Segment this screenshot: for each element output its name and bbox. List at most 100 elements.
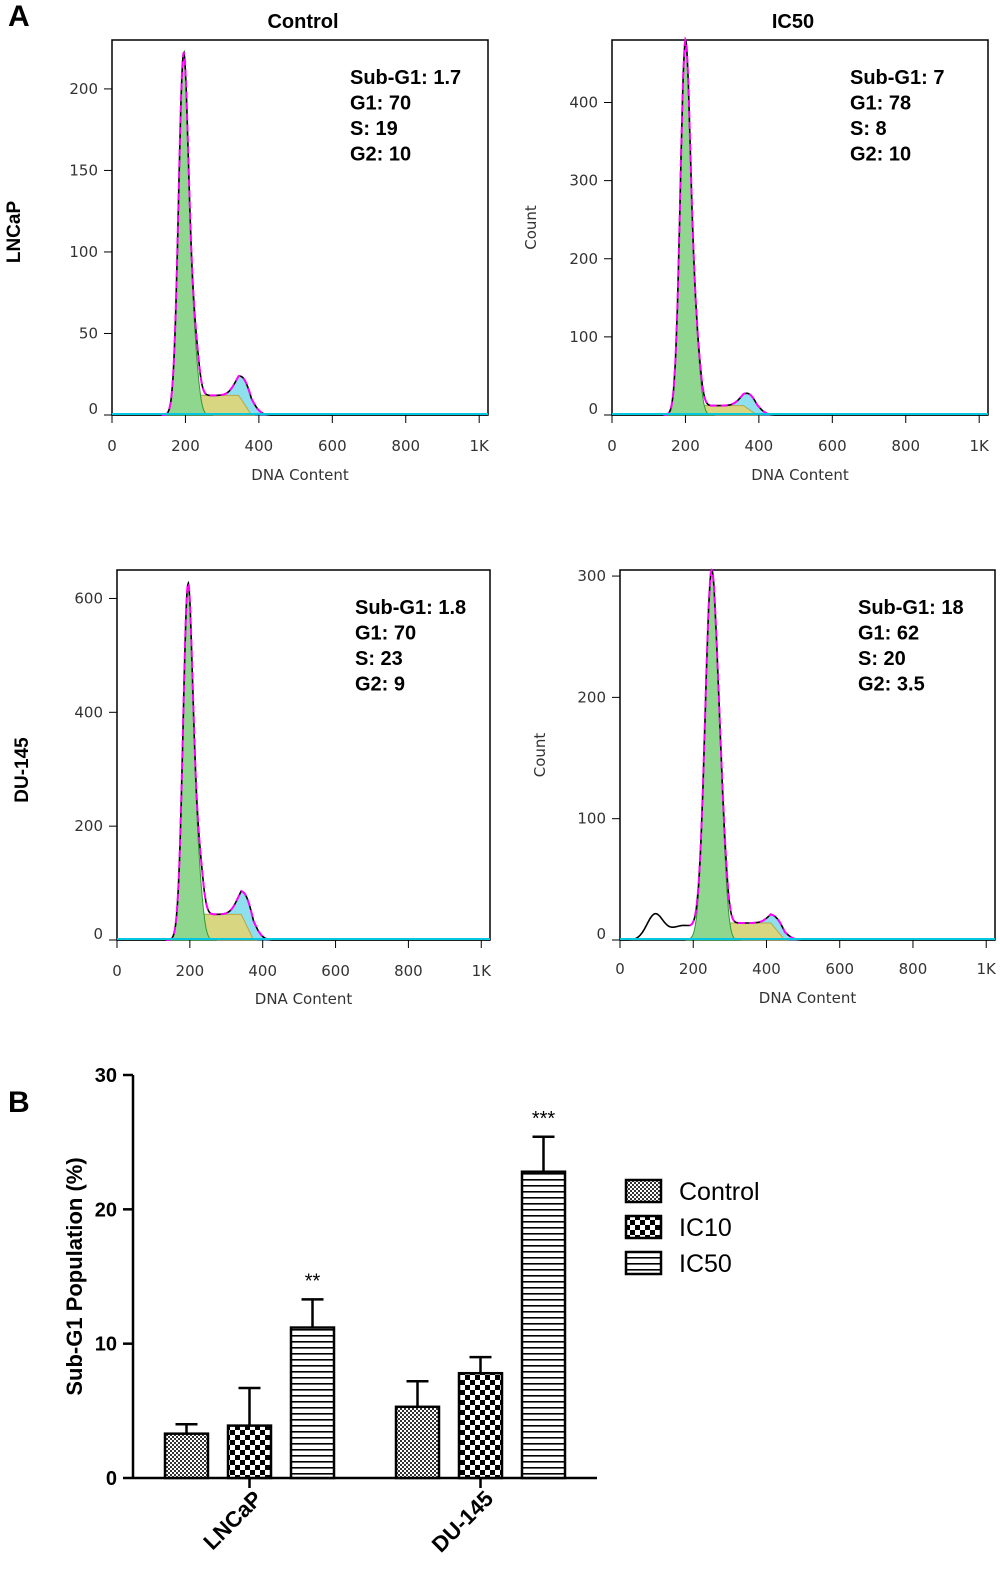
stat-label: G1: 70 <box>350 93 411 115</box>
x-tick-label: 1K <box>469 437 490 455</box>
stat-label: G1: 62 <box>858 623 919 645</box>
row-title-lncap: LNCaP <box>4 201 25 264</box>
panel-a-letter: A <box>8 0 30 33</box>
y-tick-label: 600 <box>74 589 103 607</box>
stat-label: G2: 10 <box>850 144 911 166</box>
x-tick-label: 200 <box>679 960 708 978</box>
stat-label: G2: 10 <box>350 144 411 166</box>
stat-label: Sub-G1: 7 <box>850 67 944 89</box>
histogram-du145-control: 0 200 400 600 800 1K 0 200 400 600 DNA Content Sub-… <box>74 569 493 1008</box>
x-axis-label: DNA Content <box>251 466 349 484</box>
histogram-lncap-control: 0 200 400 600 800 1K 0 50 100 150 200 DNA Content Su… <box>69 39 490 484</box>
y-tick-label: 300 <box>577 567 606 585</box>
x-tick-label: 1K <box>977 960 998 978</box>
sub-g1-bar-chart: 0 10 20 30 Sub-G1 Population (%) ** LNCaP *** DU… <box>62 1065 760 1557</box>
x-tick-label: 1K <box>969 437 990 455</box>
stat-label: Sub-G1: 18 <box>858 597 964 619</box>
column-title-control: Control <box>267 11 338 33</box>
x-category-label: LNCaP <box>198 1486 267 1555</box>
panel-b-letter: B <box>8 1086 30 1119</box>
y-tick-label: 400 <box>569 94 598 112</box>
y-tick-label: 200 <box>569 250 598 268</box>
model-fit-line <box>166 579 269 941</box>
data-trace <box>620 568 995 941</box>
stat-label: G2: 3.5 <box>858 674 925 696</box>
x-tick-label: 1K <box>472 962 493 980</box>
x-tick-label: 800 <box>899 960 928 978</box>
x-tick-label: 600 <box>318 437 347 455</box>
stat-label: S: 23 <box>355 648 403 670</box>
g1-phase-area <box>685 571 741 941</box>
y-axis-label: Count <box>522 205 540 250</box>
x-tick-label: 600 <box>825 960 854 978</box>
stat-label: Sub-G1: 1.7 <box>350 67 461 89</box>
stat-label: G1: 78 <box>850 93 911 115</box>
x-tick-label: 600 <box>321 962 350 980</box>
y-tick-label: 30 <box>95 1065 117 1087</box>
x-tick-label: 800 <box>391 437 420 455</box>
column-title-ic50: IC50 <box>772 11 814 33</box>
bar-control <box>163 1432 210 1480</box>
y-tick-label: 20 <box>95 1199 117 1221</box>
bar-ic50 <box>289 1326 336 1480</box>
x-axis-label: DNA Content <box>255 990 353 1008</box>
y-tick-label: 0 <box>588 400 598 418</box>
y-tick-label: 50 <box>79 324 98 342</box>
x-tick-label: 0 <box>112 962 122 980</box>
stat-label: G2: 9 <box>355 674 405 696</box>
legend-label: IC10 <box>679 1214 732 1242</box>
data-trace <box>117 580 490 941</box>
x-tick-label: 200 <box>171 437 200 455</box>
x-tick-label: 0 <box>615 960 625 978</box>
y-axis-label: Sub-G1 Population (%) <box>62 1157 87 1395</box>
model-fit-line <box>663 36 772 416</box>
x-tick-label: 400 <box>245 437 274 455</box>
y-tick-label: 10 <box>95 1334 117 1356</box>
y-tick-label: 200 <box>74 817 103 835</box>
x-tick-label: 400 <box>745 437 774 455</box>
g1-phase-area <box>162 581 218 941</box>
y-tick-label: 300 <box>569 172 598 190</box>
plot-frame <box>611 39 989 416</box>
legend-label: IC50 <box>679 1250 732 1278</box>
legend-swatch-control <box>624 1178 663 1204</box>
x-tick-label: 800 <box>394 962 423 980</box>
x-tick-label: 400 <box>752 960 781 978</box>
x-axis-label: DNA Content <box>751 466 849 484</box>
bar-control <box>394 1405 441 1480</box>
legend-label: Control <box>679 1178 760 1206</box>
g1-phase-area <box>659 38 715 416</box>
g1-phase-area <box>157 52 213 416</box>
y-tick-label: 400 <box>74 703 103 721</box>
y-tick-label: 200 <box>577 688 606 706</box>
bar-ic50 <box>520 1170 567 1480</box>
y-tick-label: 100 <box>69 243 98 261</box>
plot-frame <box>111 39 489 416</box>
x-tick-label: 0 <box>607 437 617 455</box>
data-trace <box>112 50 488 416</box>
bar-ic10 <box>226 1424 273 1480</box>
x-tick-label: 400 <box>248 962 277 980</box>
x-tick-label: 800 <box>891 437 920 455</box>
x-axis-label: DNA Content <box>759 989 857 1007</box>
y-tick-label: 100 <box>569 328 598 346</box>
y-tick-label: 0 <box>106 1468 117 1490</box>
x-tick-label: 600 <box>818 437 847 455</box>
x-tick-label: 0 <box>107 437 117 455</box>
model-fit-line <box>689 568 800 941</box>
x-category-label: DU-145 <box>427 1486 498 1557</box>
legend-swatch-ic10 <box>624 1214 663 1240</box>
bar-ic10 <box>457 1371 504 1480</box>
stat-label: Sub-G1: 1.8 <box>355 597 466 619</box>
plot-frame <box>619 569 996 941</box>
y-tick-label: 200 <box>69 80 98 98</box>
stat-label: G1: 70 <box>355 623 416 645</box>
histogram-du145-ic50: 0 200 400 600 800 1K 0 100 200 300 DNA Content Coun… <box>531 567 997 1007</box>
x-tick-label: 200 <box>176 962 205 980</box>
y-tick-label: 100 <box>577 810 606 828</box>
stat-label: S: 8 <box>850 118 887 140</box>
x-tick-label: 200 <box>671 437 700 455</box>
histogram-lncap-ic50: 0 200 400 600 800 1K 0 100 200 300 400 DNA Content C… <box>522 36 990 484</box>
y-tick-label: 150 <box>69 161 98 179</box>
